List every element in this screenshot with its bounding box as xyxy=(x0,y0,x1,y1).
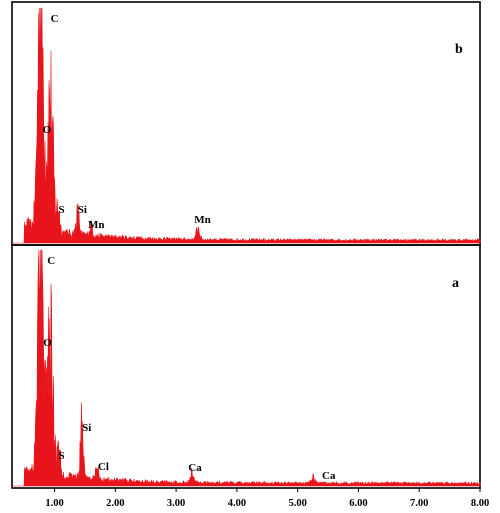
peak-label-b-o-1: O xyxy=(43,124,52,136)
peak-label-a-cl-4: Cl xyxy=(98,461,109,473)
panel-a-tag: a xyxy=(452,276,459,291)
peak-label-a-s-2: S xyxy=(59,450,65,462)
peak-label-b-mn-5: Mn xyxy=(194,214,211,226)
x-tick-label-6: 7.00 xyxy=(410,498,428,509)
peak-label-b-mn-4: Mn xyxy=(88,219,105,231)
x-tick-label-4: 5.00 xyxy=(289,498,307,509)
peak-label-a-o-1: O xyxy=(43,337,52,349)
peak-label-b-si-3: Si xyxy=(78,204,87,216)
x-axis: 1.00 2.00 3.00 4.00 5.00 6.00 7.00 8.00 xyxy=(45,488,489,509)
peak-label-a-c-0: C xyxy=(47,255,55,267)
peak-label-a-ca-6: Ca xyxy=(322,470,336,482)
x-tick-label-2: 3.00 xyxy=(167,498,185,509)
peak-label-a-si-3: Si xyxy=(82,422,91,434)
spectrum-b-trace xyxy=(12,7,481,244)
peak-label-b-c-0: C xyxy=(51,13,59,25)
spectrum-a-trace xyxy=(12,249,481,487)
x-tick-label-0: 1.00 xyxy=(45,498,63,509)
x-tick-label-3: 4.00 xyxy=(228,498,246,509)
panel-b-tag: b xyxy=(455,42,463,57)
panel-a-peak-labels: C O S Si Cl Ca Ca xyxy=(43,255,336,482)
peak-label-a-ca-5: Ca xyxy=(188,462,202,474)
panel-a-frame xyxy=(11,244,481,489)
x-tick-label-7: 8.00 xyxy=(471,498,489,509)
x-tick-label-5: 6.00 xyxy=(349,498,367,509)
peak-label-b-s-2: S xyxy=(59,204,65,216)
panel-a: C O S Si Cl Ca Ca a xyxy=(11,244,481,489)
x-tick-label-1: 2.00 xyxy=(106,498,124,509)
